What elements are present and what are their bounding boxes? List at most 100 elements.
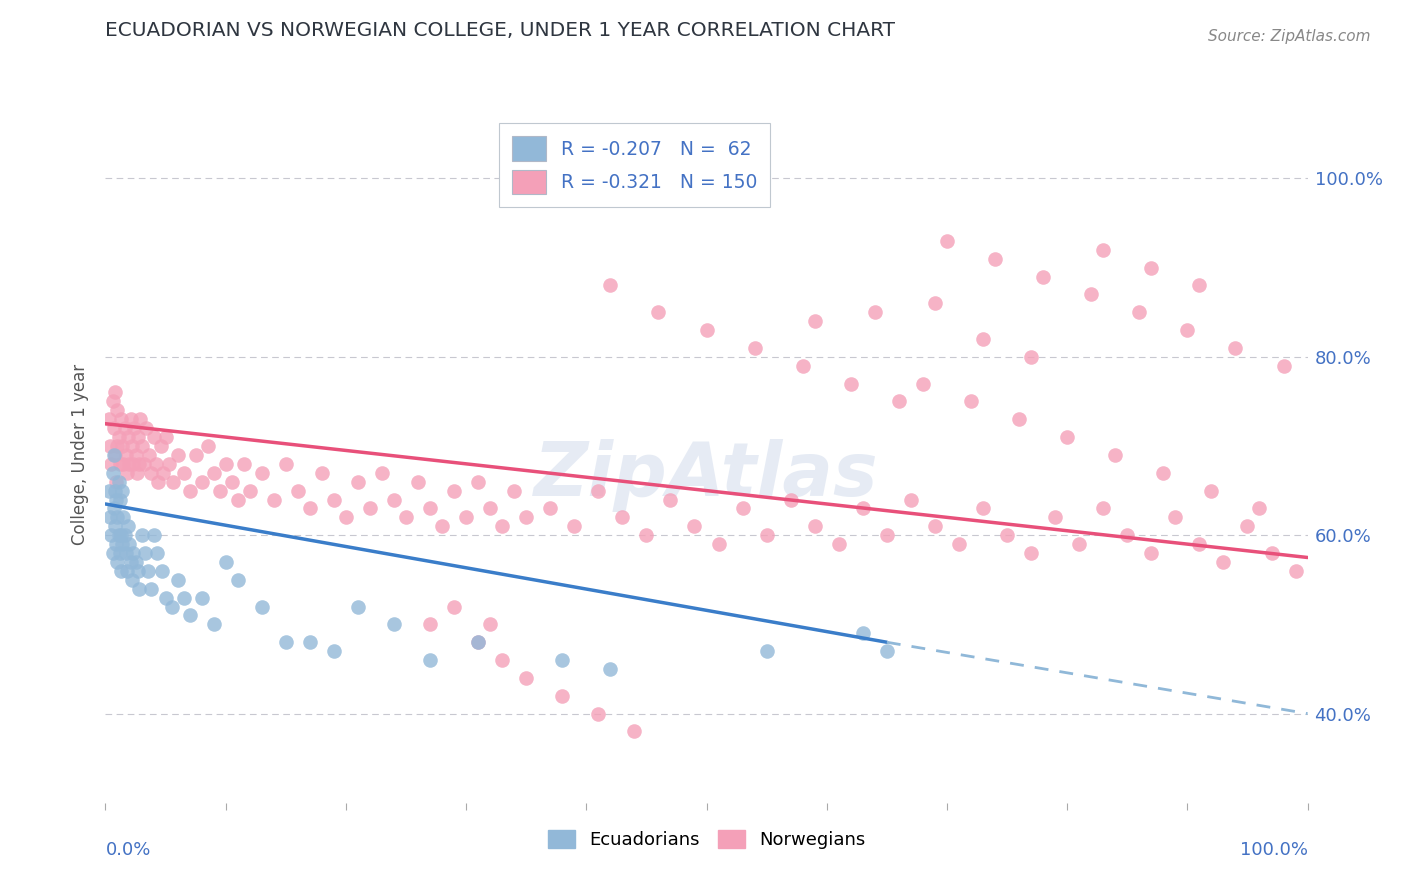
Point (149, 439, 172, 453)
Point (1056, 430, 1078, 444)
Point (190, 475, 212, 489)
Y-axis label: College, Under 1 year: College, Under 1 year (72, 364, 90, 546)
Point (136, 564, 159, 578)
Point (852, 626, 875, 640)
Point (588, 483, 610, 498)
Point (515, 671, 537, 685)
Point (104, 483, 127, 498)
Point (430, 519, 453, 533)
Point (588, 706, 610, 721)
Point (395, 510, 418, 524)
Point (101, 394, 124, 409)
Point (110, 564, 132, 578)
Point (503, 483, 526, 498)
Point (120, 555, 142, 569)
Point (162, 475, 184, 489)
Point (1080, 287, 1102, 301)
Point (311, 466, 333, 480)
Point (115, 564, 138, 578)
Point (111, 483, 134, 498)
Point (105, 537, 128, 551)
Point (371, 466, 394, 480)
Point (359, 501, 381, 516)
Point (779, 492, 801, 507)
Point (107, 528, 129, 542)
Point (454, 510, 477, 524)
Point (1019, 546, 1042, 560)
Point (124, 448, 146, 462)
Point (731, 501, 754, 516)
Point (599, 278, 621, 293)
Point (100, 528, 122, 542)
Point (936, 234, 959, 248)
Point (1201, 483, 1223, 498)
Point (105, 475, 128, 489)
Point (112, 510, 135, 524)
Point (98, 412, 121, 426)
Point (131, 439, 153, 453)
Point (101, 546, 124, 560)
Point (683, 519, 706, 533)
Point (744, 341, 766, 355)
Point (100, 457, 122, 471)
Point (117, 519, 139, 533)
Point (551, 689, 574, 703)
Point (98, 483, 121, 498)
Point (145, 457, 167, 471)
Point (467, 635, 489, 649)
Point (491, 519, 513, 533)
Point (287, 483, 309, 498)
Text: Source: ZipAtlas.com: Source: ZipAtlas.com (1208, 29, 1371, 44)
Point (1225, 341, 1247, 355)
Point (1236, 519, 1258, 533)
Point (755, 644, 778, 658)
Point (335, 510, 357, 524)
Point (443, 483, 465, 498)
Point (208, 483, 231, 498)
Point (1116, 528, 1139, 542)
Point (443, 599, 465, 614)
Point (250, 599, 273, 614)
Point (122, 457, 145, 471)
Point (274, 457, 297, 471)
Point (139, 466, 162, 480)
Point (382, 617, 405, 632)
Point (139, 582, 162, 596)
Point (1140, 546, 1163, 560)
Point (129, 412, 152, 426)
Point (515, 510, 537, 524)
Point (122, 546, 145, 560)
Point (120, 412, 142, 426)
Point (112, 457, 135, 471)
Point (274, 635, 297, 649)
Point (467, 635, 489, 649)
Point (1128, 305, 1150, 319)
Point (118, 457, 141, 471)
Point (551, 653, 574, 667)
Point (226, 492, 249, 507)
Point (121, 439, 143, 453)
Point (166, 448, 188, 462)
Point (1032, 269, 1054, 284)
Point (111, 439, 134, 453)
Point (803, 314, 825, 328)
Point (108, 546, 131, 560)
Point (972, 501, 994, 516)
Point (263, 492, 285, 507)
Point (184, 448, 207, 462)
Point (322, 492, 344, 507)
Point (103, 501, 125, 516)
Point (347, 475, 370, 489)
Point (202, 617, 225, 632)
Point (107, 510, 129, 524)
Point (108, 492, 131, 507)
Point (250, 466, 273, 480)
Point (1249, 501, 1271, 516)
Point (562, 519, 585, 533)
Point (131, 528, 153, 542)
Point (166, 573, 188, 587)
Point (1188, 537, 1211, 551)
Point (298, 635, 321, 649)
Point (103, 421, 125, 435)
Point (623, 724, 645, 739)
